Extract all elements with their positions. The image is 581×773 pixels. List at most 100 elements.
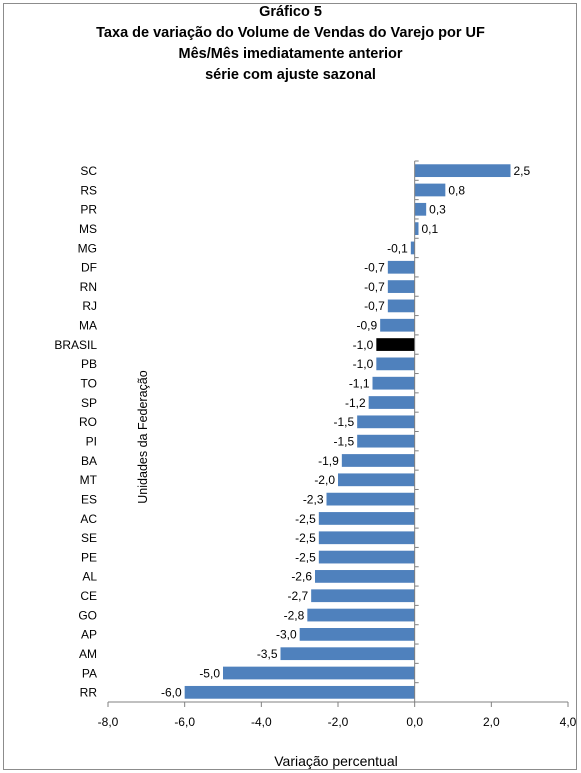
value-label-brasil: -1,0	[353, 338, 374, 352]
category-label-ac: AC	[80, 512, 97, 526]
value-label-pr: 0,3	[429, 203, 446, 217]
value-label-rn: -0,7	[364, 280, 385, 294]
x-tick-label: -6,0	[174, 715, 195, 729]
bar-rs	[414, 183, 446, 197]
bars-layer	[184, 164, 511, 699]
value-label-ac: -2,5	[295, 512, 316, 526]
bar-es	[326, 492, 415, 506]
category-label-rj: RJ	[82, 299, 97, 313]
value-label-pa: -5,0	[199, 666, 220, 680]
category-label-df: DF	[81, 261, 97, 275]
value-label-ce: -2,7	[287, 589, 308, 603]
bar-ac	[318, 512, 415, 525]
bar-ma	[380, 318, 415, 332]
bar-ce	[311, 589, 415, 603]
bar-al	[315, 570, 415, 583]
category-label-rr: RR	[80, 686, 98, 700]
category-label-go: GO	[78, 608, 97, 622]
labels-layer: SC 2,5 RS 0,8 PR 0,3 MS 0,1 MG -0,1 DF -0,7 RN -0,7 RJ…	[54, 164, 576, 729]
bar-go	[307, 608, 415, 622]
category-label-pr: PR	[80, 203, 97, 217]
value-label-pb: -1,0	[353, 357, 374, 371]
value-label-rs: 0,8	[448, 183, 465, 197]
value-label-rj: -0,7	[364, 299, 385, 313]
bar-ro	[357, 415, 415, 429]
bar-am	[280, 647, 415, 661]
bar-ms	[414, 222, 419, 235]
category-label-pa: PA	[82, 666, 97, 680]
category-label-ma: MA	[79, 319, 97, 333]
value-label-es: -2,3	[303, 492, 324, 506]
bar-se	[318, 531, 415, 545]
value-label-mg: -0,1	[387, 241, 408, 255]
category-label-mt: MT	[80, 473, 98, 487]
bar-rn	[387, 280, 415, 293]
category-label-pe: PE	[81, 550, 97, 564]
bar-ap	[299, 628, 415, 641]
x-tick-label: 0,0	[406, 715, 423, 729]
bar-sc	[414, 164, 511, 178]
category-label-es: ES	[81, 492, 97, 506]
x-tick-label: -8,0	[98, 715, 119, 729]
category-label-rn: RN	[80, 280, 97, 294]
bar-rj	[387, 299, 415, 313]
x-tick-label: -2,0	[328, 715, 349, 729]
x-tick-label: 2,0	[483, 715, 500, 729]
value-label-ma: -0,9	[356, 319, 377, 333]
x-tick-label: 4,0	[560, 715, 577, 729]
y-axis-title: Unidades da Federação	[136, 370, 150, 503]
bar-to	[372, 376, 415, 390]
value-label-to: -1,1	[349, 377, 370, 391]
bar-sp	[368, 396, 415, 409]
category-label-pi: PI	[86, 434, 97, 448]
category-label-mg: MG	[78, 241, 97, 255]
axis-layer	[107, 160, 569, 707]
value-label-pi: -1,5	[333, 434, 354, 448]
chart-title: Gráfico 5 Taxa de variação do Volume de …	[0, 2, 581, 86]
category-label-pb: PB	[81, 357, 97, 371]
chart-frame	[3, 3, 577, 770]
category-label-sp: SP	[81, 396, 97, 410]
bar-pi	[357, 434, 415, 448]
bar-mg	[410, 241, 415, 255]
title-line-1: Gráfico 5	[259, 4, 322, 20]
value-label-pe: -2,5	[295, 550, 316, 564]
category-label-ce: CE	[80, 589, 97, 603]
bar-pa	[223, 666, 415, 680]
category-label-al: AL	[82, 570, 97, 584]
value-label-rr: -6,0	[161, 686, 182, 700]
x-tick-label: -4,0	[251, 715, 272, 729]
value-label-mt: -2,0	[314, 473, 335, 487]
category-label-ap: AP	[81, 628, 97, 642]
category-label-brasil: BRASIL	[54, 338, 97, 352]
value-label-ro: -1,5	[333, 415, 354, 429]
value-label-df: -0,7	[364, 261, 385, 275]
category-label-se: SE	[81, 531, 97, 545]
title-line-2: Taxa de variação do Volume de Vendas do …	[96, 25, 485, 41]
value-label-sp: -1,2	[345, 396, 366, 410]
bar-brasil	[376, 338, 415, 351]
value-label-am: -3,5	[257, 647, 278, 661]
value-label-ms: 0,1	[422, 222, 439, 236]
x-axis-title: Variação percentual	[274, 753, 397, 769]
title-line-4: série com ajuste sazonal	[205, 67, 376, 83]
category-label-ro: RO	[79, 415, 97, 429]
bar-df	[387, 260, 415, 274]
value-label-al: -2,6	[291, 570, 312, 584]
category-label-ba: BA	[81, 454, 97, 468]
bar-rr	[184, 685, 415, 699]
value-label-go: -2,8	[284, 608, 305, 622]
bar-mt	[338, 473, 415, 487]
category-label-ms: MS	[79, 222, 97, 236]
value-label-ba: -1,9	[318, 454, 339, 468]
category-label-am: AM	[79, 647, 97, 661]
value-label-ap: -3,0	[276, 628, 297, 642]
category-label-rs: RS	[80, 183, 97, 197]
bar-pr	[414, 202, 427, 216]
category-label-to: TO	[81, 377, 97, 391]
bar-pe	[318, 550, 415, 564]
value-label-sc: 2,5	[514, 164, 531, 178]
category-label-sc: SC	[80, 164, 97, 178]
value-label-se: -2,5	[295, 531, 316, 545]
